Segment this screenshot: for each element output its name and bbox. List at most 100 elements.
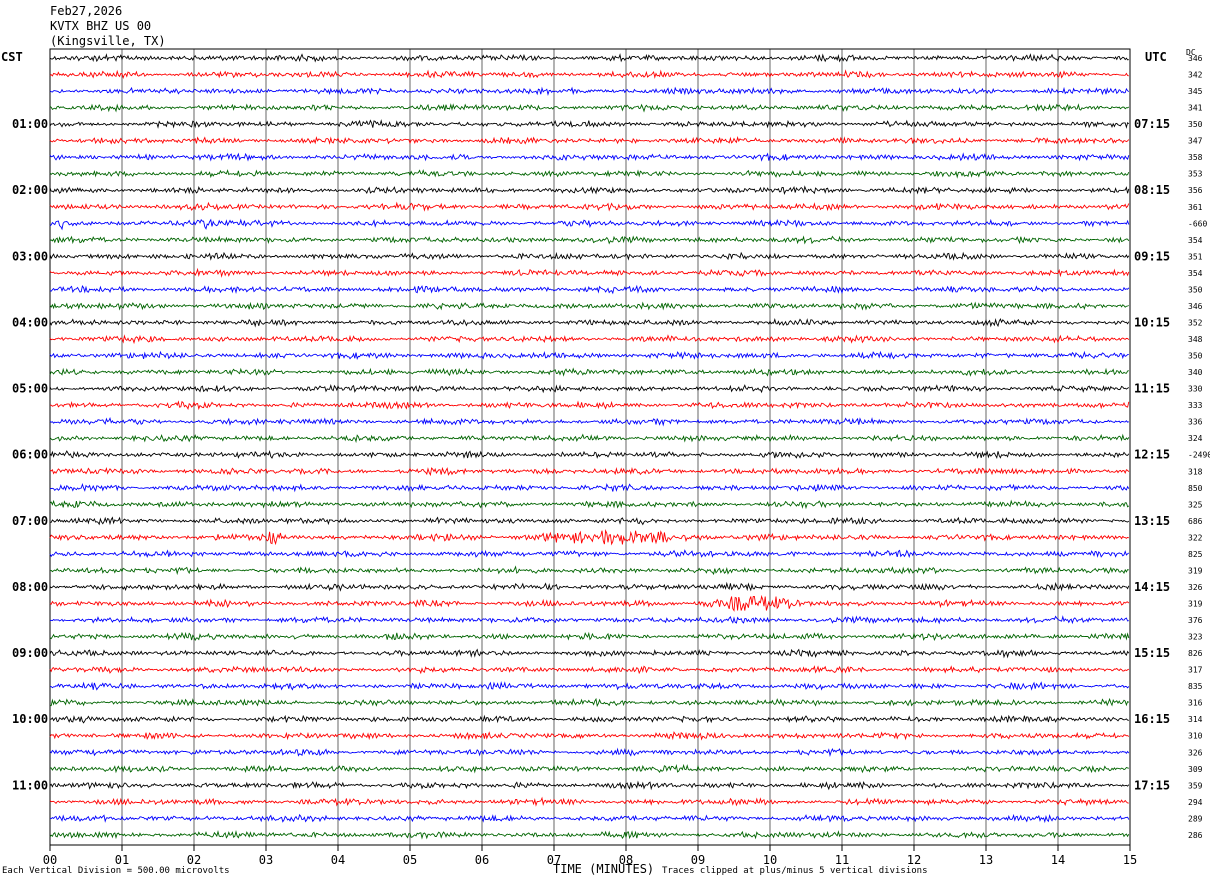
dc-offset-label: 350	[1188, 120, 1203, 129]
trace-row	[49, 350, 1129, 360]
x-tick-label: 15	[1123, 853, 1137, 867]
left-hour-label: 01:00	[12, 117, 48, 131]
left-hour-label: 10:00	[12, 712, 48, 726]
trace-row	[49, 482, 1130, 493]
trace-row	[49, 466, 1130, 477]
trace-row	[49, 499, 1130, 510]
dc-offset-label: 361	[1188, 203, 1203, 212]
trace-row	[49, 697, 1130, 708]
x-tick-label: 09	[691, 853, 705, 867]
dc-offset-label: 336	[1188, 418, 1203, 427]
dc-offset-label: 330	[1188, 385, 1203, 394]
dc-offset-label: 326	[1188, 583, 1203, 592]
x-tick-label: 12	[907, 853, 921, 867]
dc-offset-label: 350	[1188, 285, 1203, 294]
left-hour-label: 09:00	[12, 646, 48, 660]
dc-offset-label: 310	[1188, 732, 1203, 741]
trace-row	[49, 317, 1130, 328]
dc-offset-label: 353	[1188, 170, 1203, 179]
left-timezone-label: CST	[1, 50, 23, 64]
right-hour-label: 13:15	[1134, 514, 1170, 528]
dc-offset-label: 351	[1188, 252, 1203, 261]
trace-row	[49, 301, 1129, 311]
trace-row	[49, 763, 1129, 774]
trace-row	[49, 103, 1130, 113]
left-hour-label: 02:00	[12, 183, 48, 197]
plot-frame	[49, 48, 1131, 846]
trace-row	[49, 648, 1130, 659]
division-note: Each Vertical Division = 500.00 microvol…	[2, 866, 230, 876]
right-hour-label: 10:15	[1134, 315, 1170, 329]
x-tick-label: 03	[259, 853, 273, 867]
dc-offset-label: 340	[1188, 368, 1203, 377]
trace-row	[49, 136, 1130, 145]
x-axis-label: TIME (MINUTES)	[553, 862, 655, 876]
trace-row	[49, 417, 1129, 427]
dc-offset-label: -24907	[1188, 451, 1210, 460]
dc-offset-label: 354	[1188, 236, 1203, 245]
trace-row	[49, 267, 1130, 278]
right-hour-label: 07:15	[1134, 117, 1170, 131]
trace-row	[49, 334, 1130, 345]
dc-offset-label: 354	[1188, 269, 1203, 278]
dc-offset-label: 358	[1188, 153, 1203, 162]
dc-offset-label: -660	[1188, 219, 1207, 228]
x-tick-label: 01	[115, 853, 129, 867]
right-hour-label: 08:15	[1134, 183, 1170, 197]
right-timezone-label: UTC	[1145, 50, 1167, 64]
trace-row	[49, 53, 1129, 63]
trace-row	[49, 813, 1130, 824]
dc-offset-label: 319	[1188, 599, 1203, 608]
trace-row	[49, 565, 1129, 576]
dc-offset-label: 350	[1188, 352, 1203, 361]
dc-offset-label: 323	[1188, 633, 1203, 642]
dc-offset-label: 352	[1188, 318, 1203, 327]
dc-offset-label: 825	[1188, 550, 1203, 559]
left-hour-label: 07:00	[12, 514, 48, 528]
trace-row	[49, 631, 1130, 642]
dc-offset-label: 289	[1188, 814, 1203, 823]
trace-row	[49, 235, 1130, 245]
dc-offset-label: 309	[1188, 765, 1203, 774]
trace-row	[50, 714, 1129, 724]
dc-offset-label: 316	[1188, 699, 1203, 708]
right-hour-label: 12:15	[1134, 448, 1170, 462]
dc-offset-label: 346	[1188, 54, 1203, 63]
dc-offset-label: 286	[1188, 831, 1203, 840]
trace-row	[49, 86, 1130, 96]
trace-row	[49, 433, 1130, 444]
clip-note: Traces clipped at plus/minus 5 vertical …	[662, 866, 928, 876]
trace-row	[49, 400, 1130, 411]
dc-offset-label: 346	[1188, 302, 1203, 311]
right-hour-label: 09:15	[1134, 249, 1170, 263]
dc-offset-label: 324	[1188, 434, 1203, 443]
right-hour-label: 16:15	[1134, 712, 1170, 726]
trace-row	[49, 201, 1130, 212]
x-tick-label: 14	[1051, 853, 1065, 867]
trace-row	[49, 383, 1130, 394]
x-tick-label: 02	[187, 853, 201, 867]
dc-offset-label: 326	[1188, 748, 1203, 757]
left-hour-label: 11:00	[12, 778, 48, 792]
right-hour-label: 15:15	[1134, 646, 1170, 660]
trace-row	[49, 829, 1130, 840]
trace-row	[49, 367, 1129, 377]
dc-offset-label: 319	[1188, 566, 1203, 575]
trace-row	[49, 747, 1130, 758]
trace-row	[49, 218, 1130, 231]
x-tick-label: 06	[475, 853, 489, 867]
dc-offset-label: 322	[1188, 533, 1203, 542]
dc-offset-label: 359	[1188, 781, 1203, 790]
x-tick-label: 07	[547, 853, 561, 867]
x-tick-label: 13	[979, 853, 993, 867]
dc-offset-label: 345	[1188, 87, 1203, 96]
trace-row	[49, 284, 1130, 295]
trace-row	[49, 169, 1130, 179]
dc-label: DC	[1186, 48, 1196, 57]
dc-offset-label: 314	[1188, 715, 1203, 724]
dc-offset-label: 325	[1188, 500, 1203, 509]
dc-offset-label: 317	[1188, 666, 1203, 675]
x-tick-label: 05	[403, 853, 417, 867]
trace-row	[50, 681, 1130, 691]
x-tick-label: 00	[43, 853, 57, 867]
